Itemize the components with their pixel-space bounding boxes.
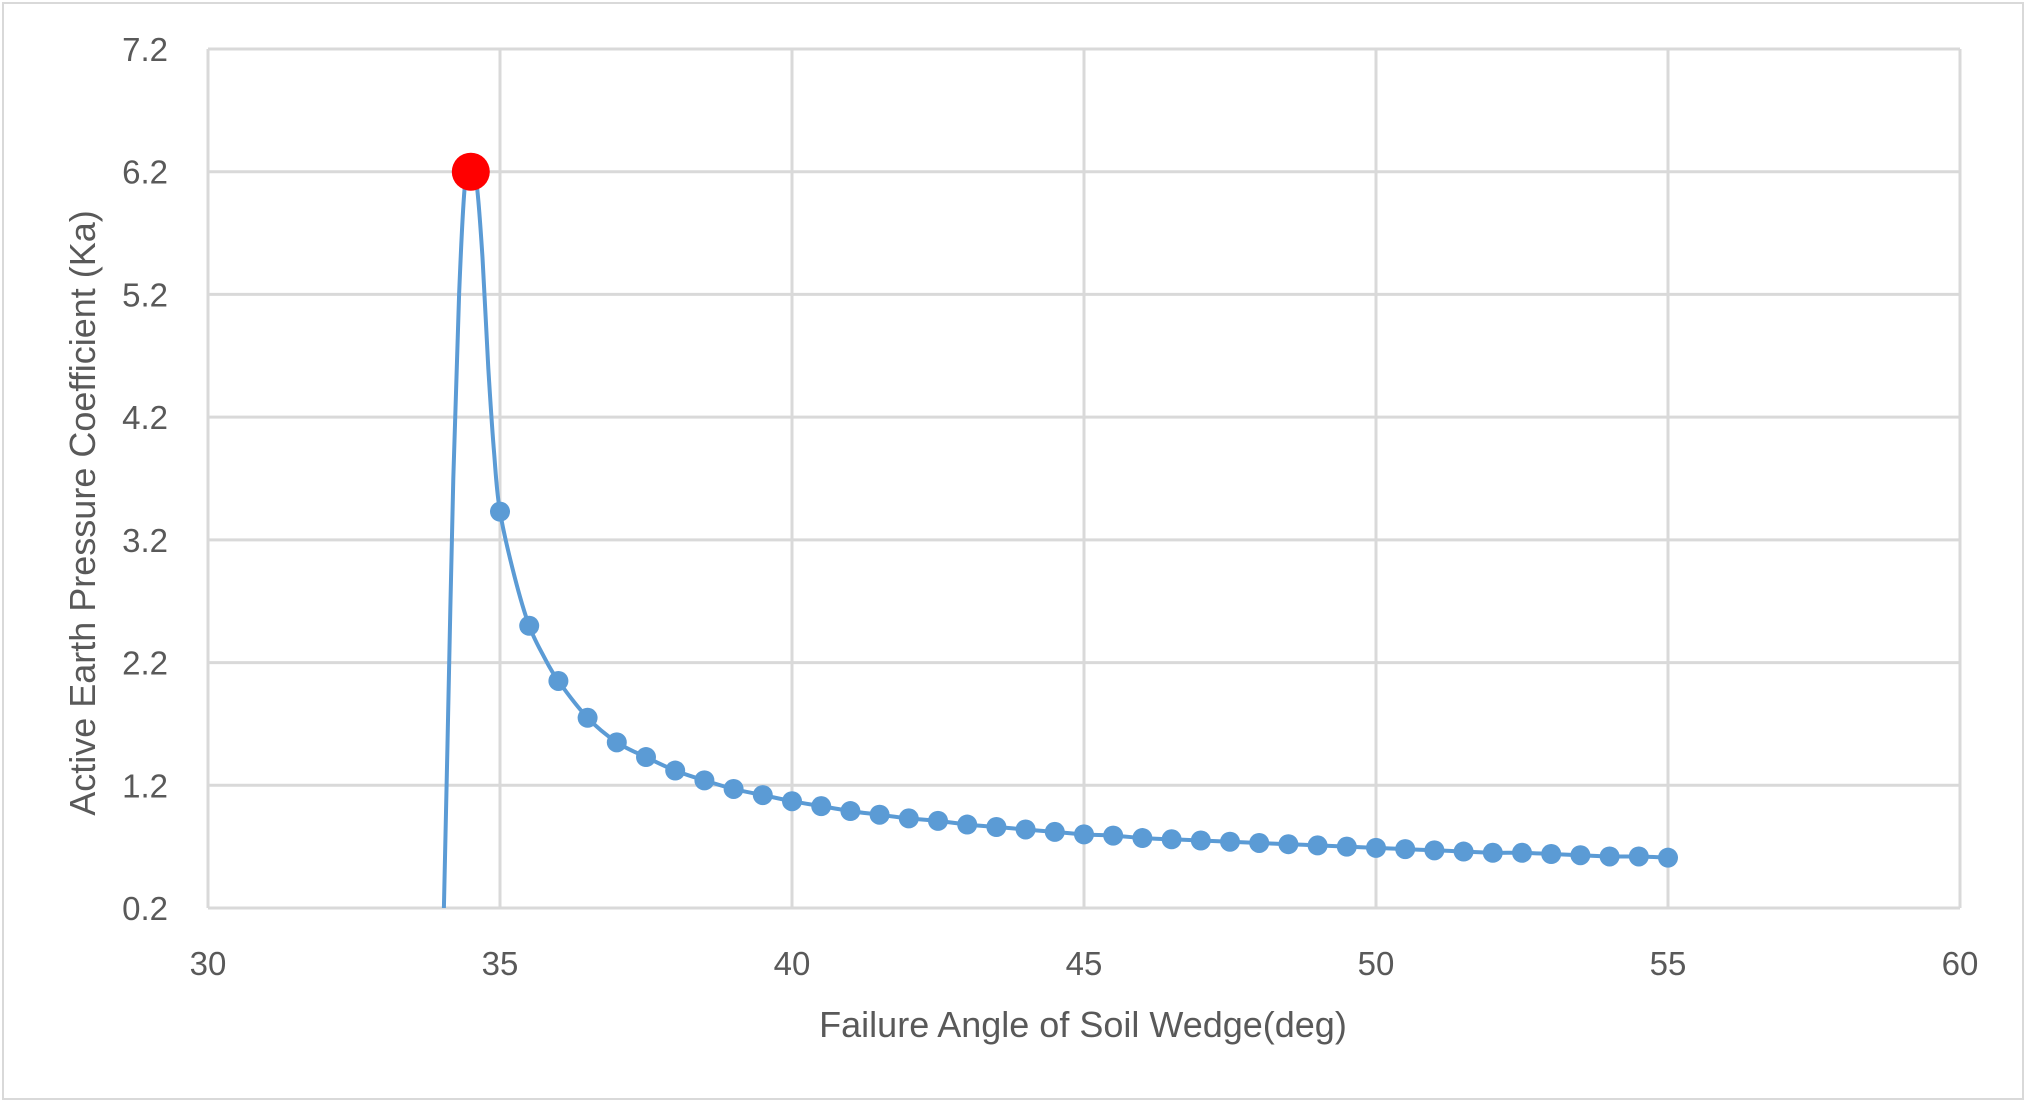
peak-point <box>451 152 490 191</box>
data-point <box>1512 842 1532 863</box>
data-point <box>1570 845 1591 866</box>
x-tick-label: 45 <box>1066 945 1103 982</box>
data-point <box>519 615 540 636</box>
x-tick-label: 60 <box>1942 945 1979 982</box>
data-point <box>1599 846 1620 867</box>
data-point <box>490 501 510 522</box>
data-point <box>1278 834 1299 855</box>
data-point <box>1395 839 1416 860</box>
data-point <box>665 760 686 781</box>
data-point <box>928 810 948 831</box>
x-tick-labels: 30 35 40 45 50 55 60 <box>190 945 1979 982</box>
data-point <box>1424 840 1445 861</box>
data-point <box>1541 844 1562 865</box>
data-point <box>1249 832 1270 853</box>
data-point <box>1161 829 1182 850</box>
data-point <box>577 707 598 728</box>
y-tick-label: 6.2 <box>122 154 168 191</box>
data-point <box>606 732 627 753</box>
data-point <box>840 801 861 822</box>
data-point <box>1132 828 1153 849</box>
x-tick-label: 40 <box>774 945 811 982</box>
data-point <box>694 770 715 791</box>
data-point <box>898 808 919 829</box>
y-tick-label: 0.2 <box>122 890 168 927</box>
data-point <box>957 814 978 835</box>
data-point <box>1628 846 1649 867</box>
y-tick-label: 5.2 <box>122 276 168 313</box>
y-axis-title: Active Earth Pressure Coefficient (Ka) <box>62 210 103 816</box>
data-point <box>1658 847 1678 868</box>
data-point <box>1190 830 1211 851</box>
y-tick-label: 3.2 <box>122 522 168 559</box>
grid-lines <box>206 47 1962 910</box>
data-point <box>752 785 773 806</box>
y-tick-label: 4.2 <box>122 399 168 436</box>
y-tick-label: 1.2 <box>122 767 168 804</box>
data-point <box>986 817 1007 838</box>
data-point <box>1074 824 1094 845</box>
data-point <box>1015 819 1036 840</box>
x-tick-label: 55 <box>1650 945 1687 982</box>
data-point <box>1453 841 1474 862</box>
data-point <box>1220 831 1240 852</box>
data-point <box>1044 821 1065 842</box>
data-point <box>636 747 656 768</box>
series-layer <box>441 152 1678 909</box>
data-point <box>1366 837 1386 858</box>
x-tick-label: 50 <box>1358 945 1395 982</box>
y-tick-label: 7.2 <box>122 31 168 68</box>
y-tick-label: 2.2 <box>122 645 168 682</box>
y-tick-labels: 0.2 1.2 2.2 3.2 4.2 5.2 6.2 7.2 <box>122 31 168 927</box>
data-point <box>782 791 802 812</box>
data-point <box>1482 842 1503 863</box>
x-axis-title: Failure Angle of Soil Wedge(deg) <box>819 1004 1347 1045</box>
data-point <box>723 778 744 799</box>
data-point <box>1103 825 1124 846</box>
data-point <box>548 670 569 691</box>
x-tick-label: 35 <box>482 945 519 982</box>
x-tick-label: 30 <box>190 945 227 982</box>
data-point <box>1336 836 1357 857</box>
data-point <box>869 804 890 825</box>
data-point <box>811 796 832 817</box>
data-point <box>1307 835 1328 856</box>
